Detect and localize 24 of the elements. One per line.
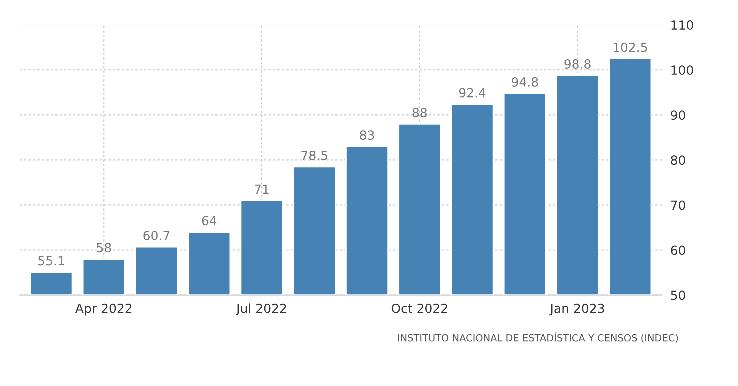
y-tick-label: 100 xyxy=(672,66,694,76)
data-label: 60.7 xyxy=(144,231,170,241)
data-label: 102.5 xyxy=(614,42,648,52)
y-tick-label: 50 xyxy=(671,290,686,300)
x-tick-label: Oct 2022 xyxy=(392,304,448,314)
data-label: 64 xyxy=(202,216,217,226)
x-tick-label: Jul 2022 xyxy=(236,304,286,316)
y-tick-label: 110 xyxy=(672,20,694,30)
data-label: 78.5 xyxy=(302,150,328,160)
data-label: 58 xyxy=(97,243,112,253)
text: INSTITUTO NACIONAL DE ESTADÍSTICA Y CENSOS (INDEC) xyxy=(398,332,678,343)
data-label: 88 xyxy=(412,108,427,118)
data-label: 83 xyxy=(360,130,374,140)
data-label: 92.4 xyxy=(459,88,486,98)
x-tick-label: Jan 2023 xyxy=(550,304,604,316)
x-tick-label: Apr 2022 xyxy=(76,304,132,316)
data-label: 71 xyxy=(255,184,269,194)
data-label: 94.8 xyxy=(512,77,538,87)
y-tick-label: 90 xyxy=(671,110,686,120)
data-label: 55.1 xyxy=(38,256,64,266)
y-tick-label: 80 xyxy=(671,156,686,166)
y-tick-label: 70 xyxy=(671,200,686,210)
y-tick-label: 60 xyxy=(671,246,686,256)
data-label: 98.8 xyxy=(564,59,591,69)
